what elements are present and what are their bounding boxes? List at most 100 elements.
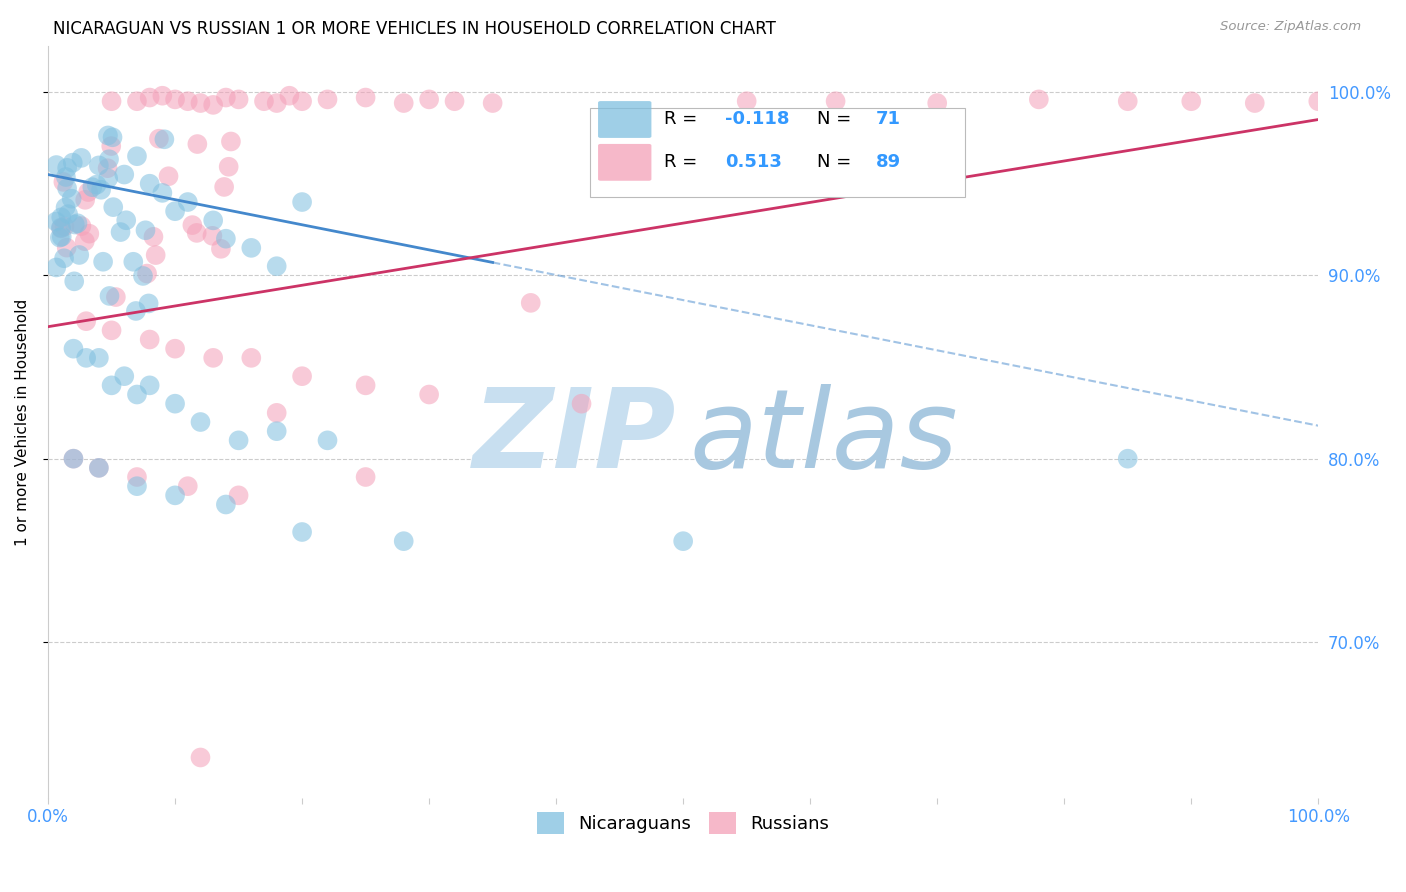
Point	[186, 136, 208, 151]
Point	[354, 90, 377, 104]
Point	[100, 94, 122, 108]
Point	[190, 750, 212, 764]
Point	[165, 204, 187, 219]
Point	[125, 94, 148, 108]
Point	[125, 470, 148, 484]
Point	[228, 434, 250, 448]
Point	[79, 227, 101, 241]
Point	[927, 96, 949, 111]
Point	[1028, 92, 1050, 106]
Point	[73, 234, 96, 248]
Point	[125, 479, 148, 493]
Point	[63, 218, 86, 232]
Point	[66, 216, 89, 230]
Point	[142, 229, 165, 244]
Text: 89: 89	[876, 153, 901, 171]
Point	[110, 225, 132, 239]
Text: -0.118: -0.118	[725, 110, 790, 128]
Point	[190, 96, 212, 111]
Point	[418, 387, 440, 401]
Point	[1308, 94, 1330, 108]
Point	[316, 434, 339, 448]
FancyBboxPatch shape	[598, 101, 651, 138]
Legend: Nicaraguans, Russians: Nicaraguans, Russians	[530, 805, 837, 841]
Point	[228, 488, 250, 502]
Point	[824, 94, 846, 108]
Point	[316, 92, 339, 106]
Text: NICARAGUAN VS RUSSIAN 1 OR MORE VEHICLES IN HOUSEHOLD CORRELATION CHART: NICARAGUAN VS RUSSIAN 1 OR MORE VEHICLES…	[53, 20, 776, 37]
Point	[291, 369, 314, 384]
Point	[49, 230, 72, 244]
Point	[253, 94, 276, 108]
Point	[240, 241, 263, 255]
Point	[392, 534, 415, 549]
Point	[100, 378, 122, 392]
Point	[60, 192, 83, 206]
Point	[49, 220, 72, 235]
Point	[49, 221, 72, 235]
Point	[481, 96, 503, 111]
Point	[291, 194, 314, 209]
Point	[125, 387, 148, 401]
Point	[266, 96, 288, 111]
Point	[148, 131, 170, 145]
Point	[215, 498, 238, 512]
Point	[104, 290, 127, 304]
Point	[181, 218, 204, 232]
Point	[70, 151, 93, 165]
Point	[202, 351, 225, 365]
Point	[1180, 94, 1202, 108]
Point	[672, 534, 695, 549]
Point	[354, 470, 377, 484]
Point	[87, 460, 110, 475]
Point	[132, 268, 155, 283]
Point	[75, 193, 97, 207]
Point	[103, 200, 125, 214]
Point	[186, 226, 208, 240]
Point	[278, 88, 301, 103]
Point	[177, 479, 200, 493]
Text: Source: ZipAtlas.com: Source: ZipAtlas.com	[1220, 20, 1361, 33]
Point	[134, 223, 156, 237]
Point	[165, 342, 187, 356]
Point	[443, 94, 465, 108]
Point	[53, 252, 76, 266]
Text: atlas: atlas	[689, 384, 957, 491]
Text: R =: R =	[664, 153, 703, 171]
Point	[519, 296, 541, 310]
Point	[98, 153, 121, 167]
Point	[55, 201, 77, 215]
Point	[201, 228, 224, 243]
Point	[97, 171, 120, 186]
Point	[1116, 94, 1139, 108]
Point	[266, 259, 288, 273]
Point	[392, 96, 415, 111]
Point	[87, 158, 110, 172]
Point	[56, 181, 79, 195]
Point	[77, 185, 100, 199]
Point	[202, 213, 225, 227]
Point	[62, 451, 84, 466]
Point	[240, 351, 263, 365]
Point	[52, 175, 75, 189]
Point	[100, 139, 122, 153]
Point	[150, 88, 173, 103]
Point	[75, 351, 97, 365]
Point	[55, 241, 77, 255]
FancyBboxPatch shape	[591, 108, 965, 196]
Point	[125, 304, 148, 318]
Point	[62, 155, 84, 169]
Point	[177, 194, 200, 209]
Point	[45, 158, 67, 172]
Point	[138, 296, 160, 310]
Point	[112, 369, 135, 384]
Point	[63, 274, 86, 288]
Point	[86, 178, 108, 192]
Point	[56, 161, 79, 175]
Point	[165, 92, 187, 106]
Point	[62, 451, 84, 466]
Text: R =: R =	[664, 110, 703, 128]
Point	[45, 214, 67, 228]
Text: 0.513: 0.513	[725, 153, 782, 171]
Point	[112, 168, 135, 182]
